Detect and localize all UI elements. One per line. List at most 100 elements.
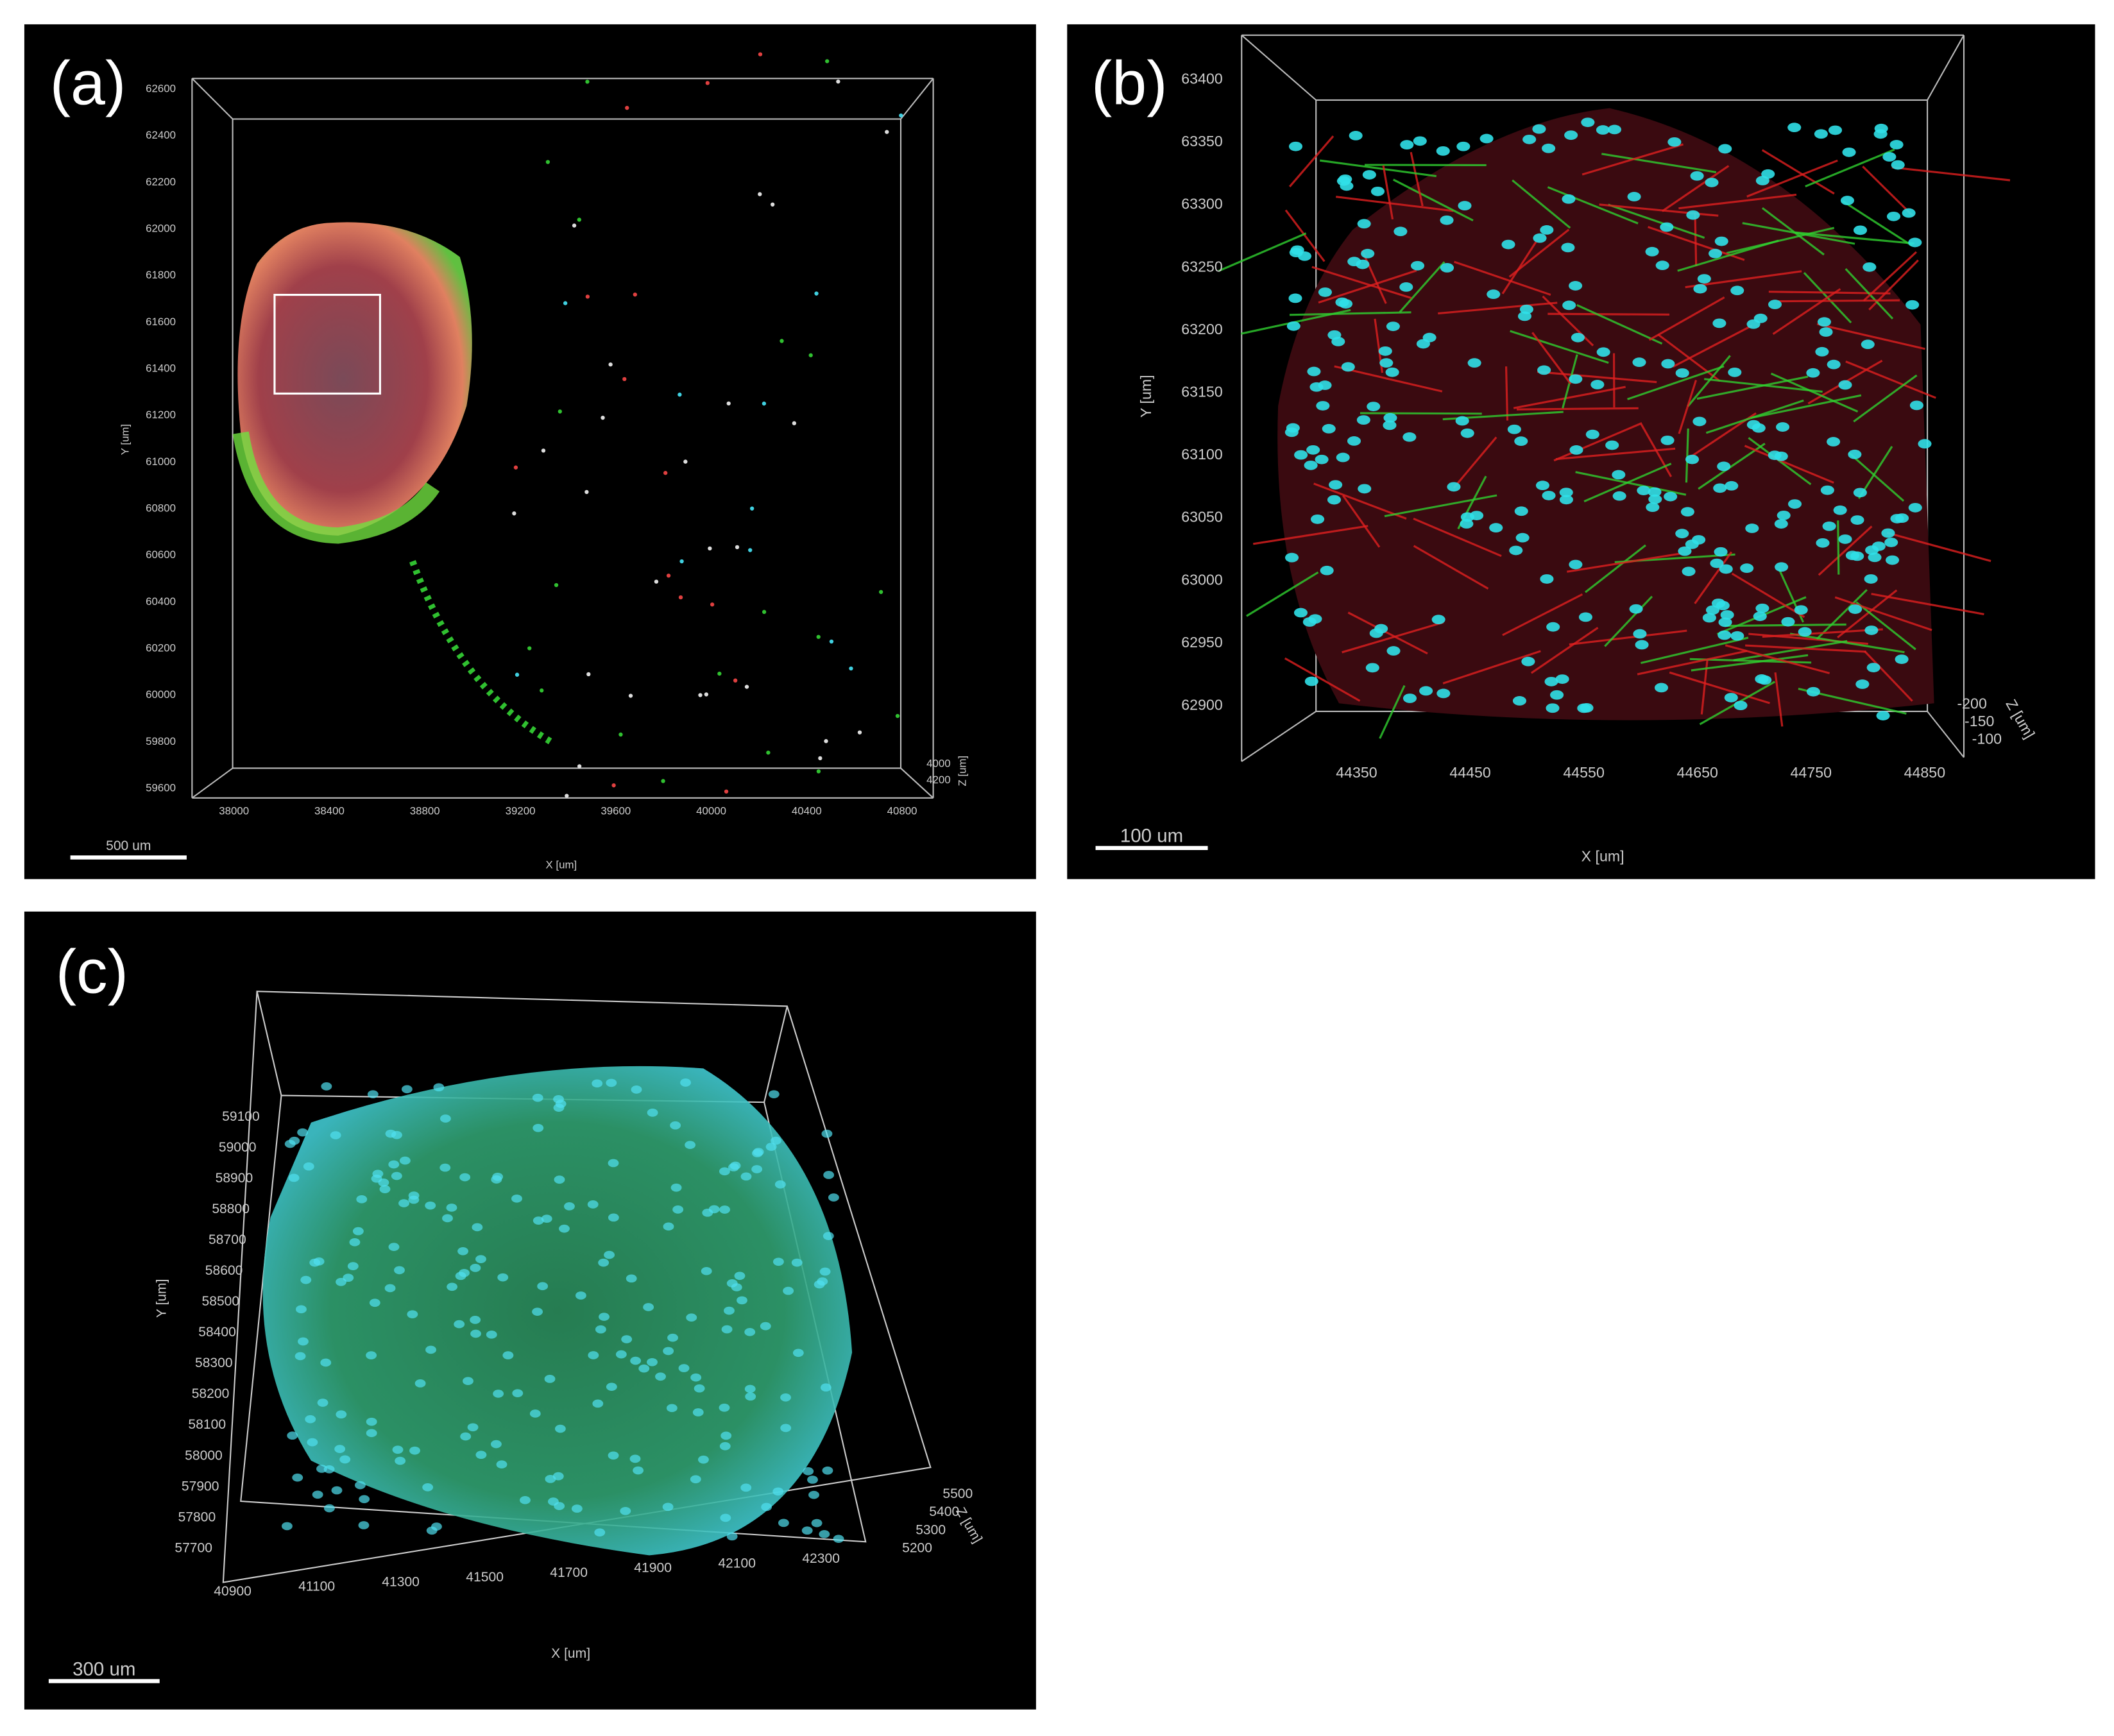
nucleus: [1286, 321, 1300, 331]
cell: [558, 409, 562, 414]
fiber: [1778, 299, 1900, 303]
z-tick-label: 5500: [942, 1486, 973, 1501]
nucleus: [1440, 215, 1454, 225]
cell: [545, 160, 550, 164]
nucleus: [708, 1205, 720, 1214]
nucleus: [740, 1172, 752, 1181]
y-tick-label: 59100: [222, 1109, 260, 1124]
nucleus: [719, 1205, 731, 1214]
nucleus: [1705, 605, 1719, 615]
nucleus: [1648, 487, 1662, 497]
cell: [818, 756, 823, 761]
x-tick-label: 41900: [634, 1561, 672, 1576]
nucleus: [1850, 551, 1864, 561]
nucleus: [594, 1528, 606, 1537]
nucleus: [1460, 519, 1474, 529]
nucleus: [331, 1486, 343, 1495]
nucleus: [358, 1521, 370, 1529]
nucleus: [1612, 470, 1626, 480]
nucleus: [1842, 147, 1856, 157]
cell: [586, 672, 591, 677]
nucleus: [359, 1495, 370, 1504]
nucleus: [388, 1160, 400, 1169]
nucleus: [783, 1286, 794, 1295]
fiber: [1517, 407, 1639, 411]
fiber: [1886, 531, 1991, 563]
x-tick-label: 41500: [466, 1570, 504, 1585]
nucleus: [1347, 257, 1361, 267]
nucleus: [336, 1410, 347, 1419]
nucleus: [317, 1399, 328, 1407]
nucleus: [647, 1109, 658, 1117]
nucleus: [1848, 604, 1863, 614]
nucleus: [1544, 677, 1558, 686]
nucleus: [626, 1274, 637, 1283]
nucleus: [821, 1129, 833, 1138]
nucleus: [564, 1202, 575, 1211]
nucleus: [554, 1175, 565, 1184]
x-tick-label: 39600: [601, 804, 631, 817]
nucleus: [599, 1313, 609, 1321]
nucleus: [1304, 460, 1318, 470]
nucleus: [1819, 327, 1833, 337]
nucleus: [1646, 502, 1660, 513]
nucleus: [356, 1195, 368, 1204]
y-tick-label: 57800: [178, 1510, 216, 1524]
cell: [611, 783, 616, 788]
nucleus: [470, 1264, 481, 1272]
y-tick-label: 59800: [146, 735, 176, 747]
nucleus: [1327, 330, 1342, 340]
nucleus: [606, 1078, 617, 1087]
nucleus: [620, 1506, 631, 1515]
fiber: [1502, 593, 1583, 636]
nucleus: [1386, 646, 1401, 656]
panel-label: (a): [50, 48, 126, 118]
cell: [679, 559, 684, 564]
fiber: [1750, 394, 1862, 420]
nucleus: [633, 1466, 644, 1475]
fiber: [1585, 544, 1646, 593]
fiber: [1687, 355, 1731, 407]
nucleus: [1678, 546, 1692, 556]
cell: [577, 217, 581, 222]
nucleus: [366, 1429, 377, 1438]
nucleus: [1569, 445, 1583, 455]
y-tick-label: 63200: [1181, 321, 1222, 337]
nucleus: [647, 1357, 658, 1366]
nucleus: [1294, 450, 1308, 460]
nucleus: [1774, 519, 1788, 529]
nucleus: [575, 1291, 586, 1300]
nucleus: [1436, 688, 1451, 699]
cell: [829, 639, 834, 644]
nucleus: [1895, 513, 1909, 523]
fiber: [1530, 627, 1599, 674]
nucleus: [771, 1136, 781, 1145]
nucleus: [1768, 300, 1782, 309]
panel-label: (b): [1091, 48, 1168, 118]
nucleus: [1293, 608, 1308, 618]
nucleus: [1607, 124, 1622, 135]
y-tick-label: 63300: [1181, 196, 1222, 212]
nucleus: [425, 1201, 436, 1210]
nucleus: [1367, 402, 1381, 411]
nucleus: [511, 1195, 522, 1203]
nucleus: [791, 1258, 803, 1267]
fiber: [1863, 251, 1918, 302]
nucleus: [1881, 528, 1895, 538]
nucleus: [320, 1358, 332, 1367]
nucleus: [1535, 481, 1549, 491]
nucleus: [1456, 141, 1470, 151]
nucleus: [1335, 297, 1349, 307]
nucleus: [544, 1375, 556, 1383]
nucleus: [1746, 420, 1760, 430]
nucleus: [751, 1165, 763, 1173]
nucleus: [803, 1467, 814, 1476]
nucleus: [772, 1257, 784, 1266]
nucleus: [690, 1373, 702, 1382]
nucleus: [1661, 359, 1675, 369]
cell: [654, 579, 659, 584]
nucleus: [339, 1455, 351, 1464]
nucleus: [1322, 423, 1336, 434]
nucleus: [1884, 538, 1898, 547]
x-tick-label: 44850: [1904, 764, 1945, 781]
